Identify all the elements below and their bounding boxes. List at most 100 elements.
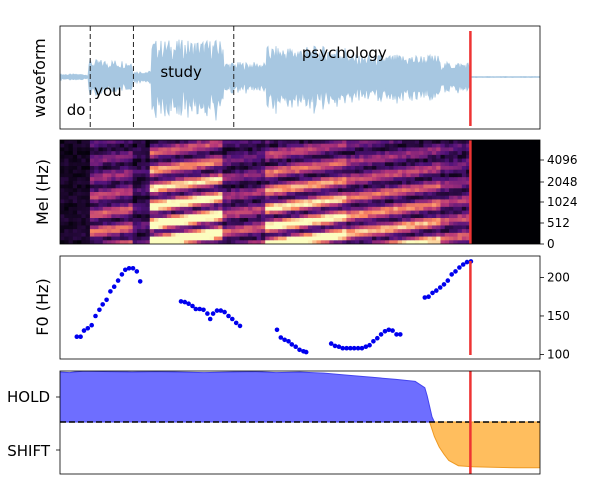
mel-cell — [81, 218, 87, 223]
mel-cell — [183, 218, 189, 223]
mel-cell — [444, 232, 450, 238]
mel-cell — [436, 240, 442, 244]
mel-cell — [269, 140, 275, 145]
mel-cell — [299, 240, 305, 244]
mel-cell — [410, 140, 416, 145]
mel-cell — [273, 143, 279, 149]
mel-cell — [179, 151, 185, 156]
mel-cell — [431, 188, 437, 193]
mel-cell — [427, 210, 433, 215]
f0-point — [460, 262, 466, 267]
mel-cell — [196, 143, 202, 149]
mel-cell — [124, 236, 129, 241]
mel-cell — [342, 154, 348, 160]
mel-cell — [72, 162, 78, 167]
mel-cell — [218, 177, 224, 182]
mel-cell — [218, 158, 224, 163]
mel-cell — [166, 177, 172, 182]
mel-cell — [269, 143, 275, 149]
mel-cell — [111, 154, 117, 160]
mel-cell — [192, 184, 198, 189]
mel-cell — [453, 221, 459, 227]
mel-cell — [102, 177, 108, 182]
mel-cell — [419, 143, 424, 149]
mel-cell — [102, 199, 108, 204]
mel-cell — [265, 180, 271, 186]
mel-cell — [89, 225, 95, 230]
mel-cell — [68, 236, 74, 241]
mel-cell — [201, 162, 206, 167]
mel-cell — [235, 169, 241, 175]
mel-cell — [363, 192, 369, 197]
mel-cell — [350, 158, 356, 163]
mel-cell — [158, 214, 164, 219]
mel-cell — [307, 203, 313, 208]
mel-cell — [222, 158, 228, 163]
mel-cell — [342, 173, 348, 178]
mel-cell — [269, 221, 275, 227]
mel-cell — [333, 166, 339, 171]
mel-cell — [260, 166, 266, 171]
mel-cell — [231, 166, 236, 171]
f0-point — [78, 334, 83, 340]
mel-cell — [128, 169, 134, 175]
mel-cell — [333, 214, 339, 219]
mel-cell — [183, 158, 189, 163]
mel-cell — [213, 232, 219, 238]
mel-cell — [389, 162, 395, 167]
mel-cell — [376, 147, 382, 152]
mel-cell — [107, 192, 112, 197]
mel-cell — [60, 151, 65, 156]
mel-cell — [290, 162, 296, 167]
mel-cell — [145, 192, 151, 197]
mel-cell — [333, 206, 339, 212]
mel-cell — [320, 229, 326, 234]
mel-cell — [68, 147, 74, 152]
mel-cell — [393, 162, 399, 167]
mel-cell — [171, 151, 177, 156]
mel-cell — [329, 184, 335, 189]
mel-cell — [248, 169, 253, 175]
mel-cell — [436, 206, 442, 212]
mel-cell — [154, 210, 159, 215]
mel-cell — [431, 240, 437, 244]
mel-cell — [209, 218, 215, 223]
mel-cell — [248, 210, 253, 215]
mel-cell — [162, 158, 168, 163]
mel-cell — [141, 240, 147, 244]
mel-cell — [132, 169, 138, 175]
mel-cell — [295, 169, 300, 175]
mel-cell — [367, 206, 373, 212]
mel-cell — [201, 240, 206, 244]
mel-cell — [196, 232, 202, 238]
mel-cell — [94, 158, 100, 163]
mel-cell — [325, 214, 330, 219]
mel-cell — [346, 218, 352, 223]
mel-cell — [107, 166, 112, 171]
mel-cell — [325, 240, 330, 244]
mel-cell — [260, 195, 266, 201]
mel-cell — [213, 195, 219, 201]
mel-cell — [119, 199, 125, 204]
mel-cell — [337, 180, 343, 186]
mel-cell — [222, 206, 228, 212]
mel-cell — [290, 236, 296, 241]
mel-cell — [461, 188, 467, 193]
hold-area — [60, 371, 436, 423]
f0-axes-frame — [59, 255, 541, 360]
mel-cell — [329, 229, 335, 234]
mel-cell — [107, 177, 112, 182]
mel-cell — [166, 218, 172, 223]
mel-cell — [77, 166, 82, 171]
mel-cell — [423, 154, 429, 160]
mel-cell — [384, 199, 390, 204]
mel-cell — [132, 177, 138, 182]
mel-cell — [466, 173, 471, 178]
mel-cell — [265, 195, 271, 201]
mel-cell — [325, 184, 330, 189]
mel-cell — [154, 143, 159, 149]
mel-cell — [337, 225, 343, 230]
mel-cell — [295, 195, 300, 201]
mel-cell — [222, 154, 228, 160]
mel-cell — [290, 240, 296, 244]
